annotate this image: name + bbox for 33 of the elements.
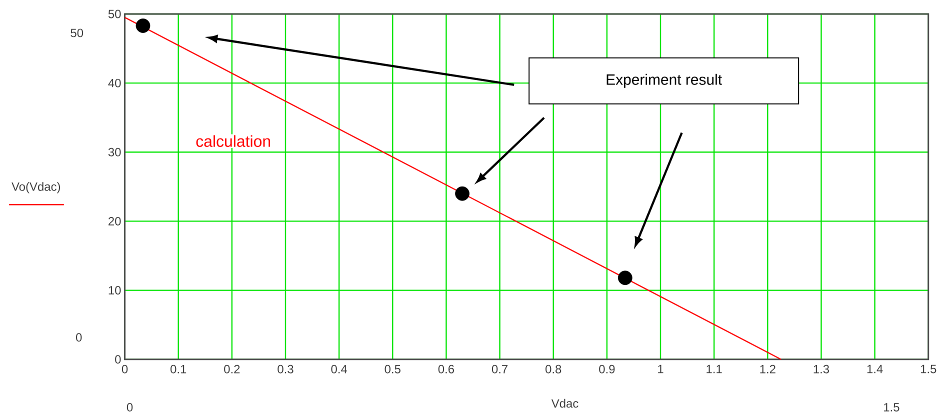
x-tick-label: 0.3 bbox=[278, 364, 294, 374]
y-axis-title: Vo(Vdac) bbox=[12, 182, 60, 194]
x-tick-label: 0 bbox=[122, 364, 128, 374]
x-tick-label: 0.8 bbox=[546, 364, 562, 374]
y-tick-label: 20 bbox=[108, 216, 121, 226]
x-tick-label: 1.1 bbox=[706, 364, 722, 374]
x-tick-label: 0.5 bbox=[384, 364, 400, 374]
x-tick-label: 1.4 bbox=[867, 364, 883, 374]
text: 0 bbox=[76, 333, 82, 342]
x-tick-label: 1.3 bbox=[814, 364, 830, 374]
text: 0 bbox=[126, 402, 133, 412]
x-tick-label: 1.2 bbox=[760, 364, 776, 374]
text: calculation bbox=[196, 135, 270, 147]
point bbox=[455, 186, 470, 201]
x-tick-label: 0.2 bbox=[224, 364, 240, 374]
text: 50 bbox=[70, 28, 84, 38]
x-tick-label: 0.7 bbox=[492, 364, 508, 374]
x-tick-label: 1.5 bbox=[920, 364, 936, 374]
x-tick-label: 0.9 bbox=[599, 364, 615, 374]
y-tick-label: 30 bbox=[108, 148, 121, 156]
y-tick-label: 50 bbox=[108, 10, 121, 18]
annotation: Experiment result bbox=[606, 74, 722, 88]
y-tick-label: 40 bbox=[108, 78, 121, 88]
x-tick-label: 1 bbox=[658, 364, 664, 374]
x-tick-label: 0.1 bbox=[170, 364, 186, 374]
y-tick-label: 10 bbox=[108, 286, 121, 294]
x-axis-title: Vdac bbox=[551, 398, 578, 408]
x-tick-label: 0.6 bbox=[438, 364, 454, 374]
point bbox=[618, 270, 632, 285]
x-tick-label: 0.4 bbox=[331, 364, 348, 374]
point bbox=[136, 18, 150, 33]
text: 1.5 bbox=[884, 402, 900, 412]
y-tick-label: 0 bbox=[115, 355, 121, 364]
